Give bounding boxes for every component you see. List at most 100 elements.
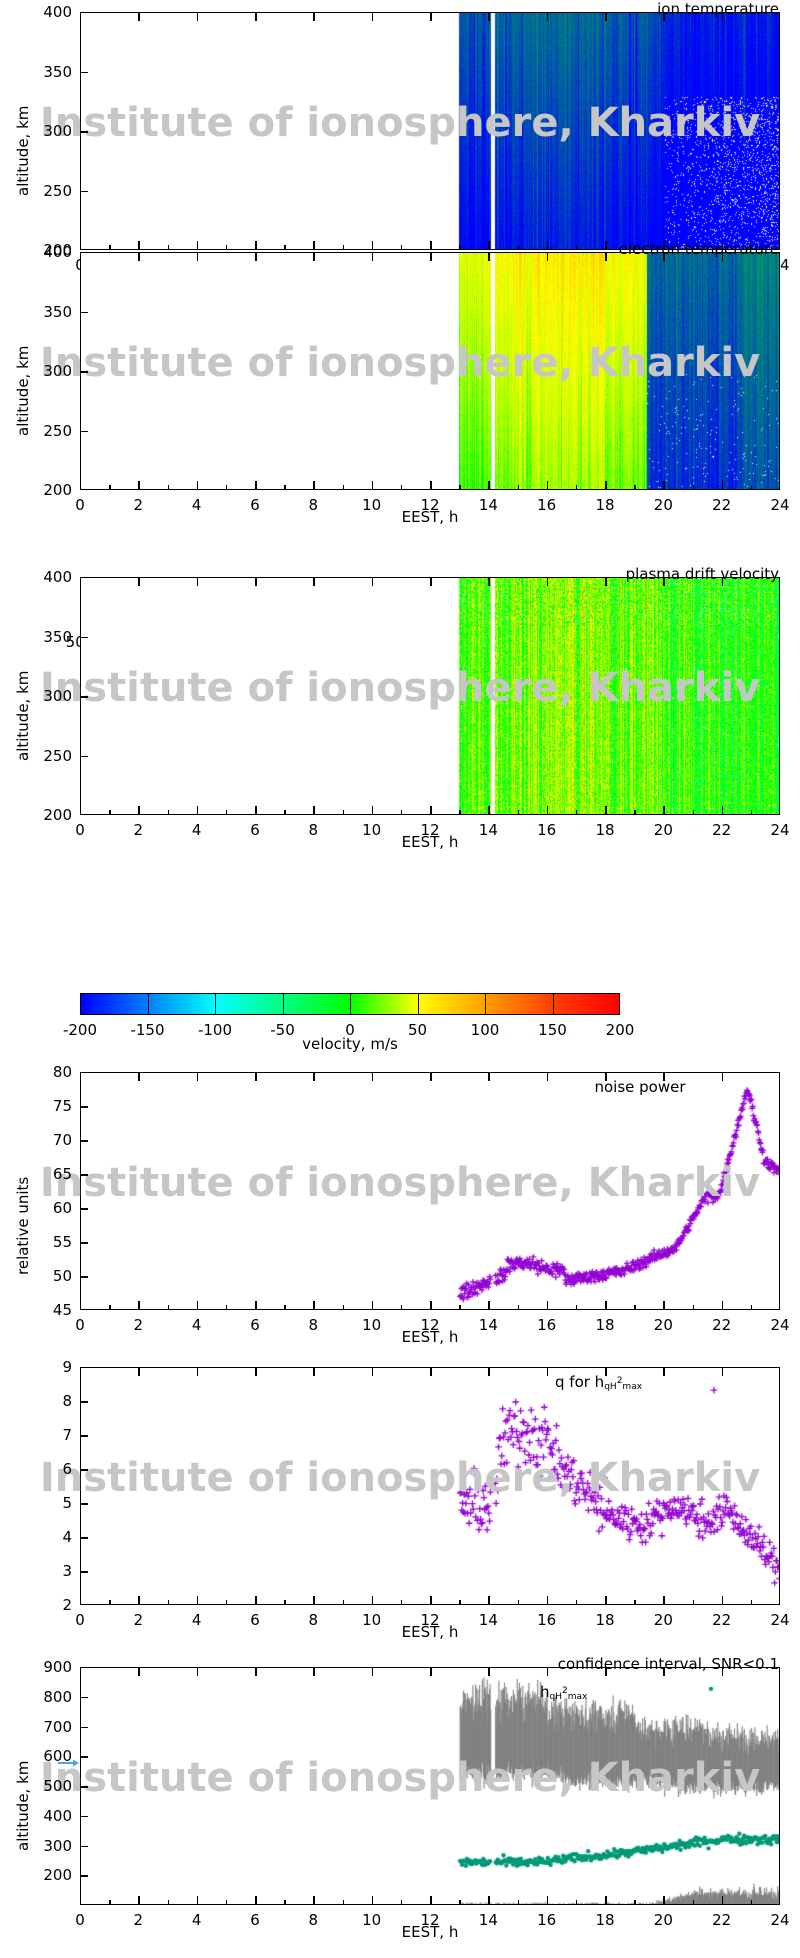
ytick-label: 300 bbox=[43, 122, 72, 140]
ytick-label: 80 bbox=[52, 1063, 72, 1081]
ytick-mark bbox=[80, 755, 88, 758]
ytick-label: 4 bbox=[62, 1528, 72, 1546]
xtick-mark bbox=[371, 481, 374, 490]
xtick-mark bbox=[430, 1301, 432, 1310]
xtick-mark-top bbox=[255, 252, 257, 261]
xtick-mark-top bbox=[371, 12, 374, 21]
xtick-mark bbox=[721, 481, 724, 490]
colorbar-tick bbox=[552, 993, 554, 1015]
xtick-mark bbox=[196, 241, 199, 250]
panel-noise-power: Institute of ionosphere, Kharkiv noise p… bbox=[0, 1060, 800, 1350]
xtick-label: 8 bbox=[308, 496, 319, 514]
xtick-mark-top bbox=[430, 252, 432, 261]
xtick-minor bbox=[109, 485, 111, 490]
xtick-minor bbox=[284, 485, 286, 490]
ytick-mark bbox=[80, 190, 88, 193]
ytick-label: 50 bbox=[52, 1267, 72, 1285]
xtick-minor bbox=[634, 1900, 636, 1905]
xtick-minor bbox=[342, 1305, 344, 1310]
xtick-minor bbox=[400, 1900, 403, 1905]
xtick-mark bbox=[313, 241, 315, 250]
colorbar-tick bbox=[485, 993, 487, 1015]
xtick-minor bbox=[109, 810, 111, 815]
xtick-mark bbox=[196, 1301, 199, 1310]
xtick-mark bbox=[546, 241, 549, 250]
xtick-label: 4 bbox=[191, 1911, 202, 1929]
plot-title-sup: 2 bbox=[616, 1376, 623, 1386]
colorbar-tick-label: -150 bbox=[130, 1021, 165, 1039]
xtick-mark bbox=[721, 806, 724, 815]
xtick-minor bbox=[167, 1600, 169, 1605]
xtick-minor bbox=[750, 485, 753, 490]
errorbar-canvas-confidence-interval bbox=[81, 1668, 779, 1904]
ytick-mark bbox=[80, 1174, 88, 1176]
xtick-label: 2 bbox=[133, 821, 144, 839]
xtick-minor bbox=[109, 245, 111, 250]
ytick-label: 200 bbox=[43, 1866, 72, 1885]
ytick-mark bbox=[80, 1242, 88, 1244]
xtick-label: 12 bbox=[420, 1911, 440, 1929]
xtick-mark-top bbox=[605, 1367, 607, 1376]
xtick-minor bbox=[225, 1600, 228, 1605]
ytick-mark bbox=[80, 636, 88, 639]
xtick-label: 4 bbox=[191, 1316, 202, 1334]
colorbar-tick bbox=[147, 993, 149, 1015]
xtick-mark-top bbox=[663, 12, 665, 21]
plot-title-text: q for h bbox=[555, 1373, 605, 1391]
xtick-minor bbox=[342, 810, 344, 815]
xtick-minor bbox=[517, 485, 519, 490]
xtick-minor bbox=[575, 245, 578, 250]
xtick-mark-top bbox=[138, 252, 140, 261]
xtick-label: 10 bbox=[362, 1911, 382, 1929]
xtick-label: 18 bbox=[595, 1911, 615, 1929]
legend-sub2: max bbox=[567, 1692, 588, 1702]
ytick-mark bbox=[80, 311, 88, 314]
xtick-minor bbox=[167, 245, 169, 250]
xtick-label: 4 bbox=[191, 496, 202, 514]
xtick-minor bbox=[167, 810, 169, 815]
ytick-label: 45 bbox=[52, 1301, 72, 1319]
xtick-minor bbox=[109, 1600, 111, 1605]
ytick-label: 6 bbox=[62, 1460, 72, 1478]
heatmap-canvas-electron-temperature bbox=[81, 253, 779, 489]
ytick-label: 300 bbox=[43, 362, 72, 380]
xtick-mark-top bbox=[488, 1072, 490, 1081]
xtick-minor bbox=[692, 1900, 694, 1905]
xtick-minor bbox=[400, 485, 403, 490]
xtick-label: 22 bbox=[712, 1611, 732, 1629]
xtick-minor bbox=[342, 1900, 344, 1905]
xtick-mark-top bbox=[196, 577, 199, 586]
xtick-label: 6 bbox=[250, 821, 260, 839]
xtick-mark-top bbox=[488, 252, 490, 261]
xtick-mark-top bbox=[663, 577, 665, 586]
ytick-label: 200 bbox=[43, 481, 72, 499]
ytick-label: 600 bbox=[43, 1747, 72, 1766]
xtick-minor bbox=[517, 1600, 519, 1605]
plot-area-q-for-hqh2max bbox=[80, 1367, 780, 1605]
xtick-mark-top bbox=[721, 1367, 724, 1376]
ylabel-noise-power: relative units bbox=[14, 1176, 32, 1275]
xtick-label: 16 bbox=[537, 1611, 557, 1629]
xtick-label: 22 bbox=[712, 1316, 732, 1334]
xtick-mark-top bbox=[196, 1667, 199, 1676]
ytick-mark bbox=[80, 1401, 88, 1403]
xtick-label: 18 bbox=[595, 1316, 615, 1334]
xtick-mark-top bbox=[605, 12, 607, 21]
xtick-mark-top bbox=[546, 1072, 549, 1081]
xtick-mark bbox=[138, 1596, 140, 1605]
xtick-minor bbox=[459, 1600, 461, 1605]
xtick-mark bbox=[255, 1896, 257, 1905]
xtick-label: 18 bbox=[595, 821, 615, 839]
legend-sup: 2 bbox=[562, 1686, 568, 1696]
xtick-mark-top bbox=[663, 252, 665, 261]
xtick-mark-top bbox=[138, 1367, 140, 1376]
xtick-mark-top bbox=[663, 1367, 665, 1376]
xtick-mark-top bbox=[313, 1667, 315, 1676]
xtick-mark-top bbox=[255, 1667, 257, 1676]
xtick-label: 14 bbox=[478, 1911, 498, 1929]
xtick-minor bbox=[575, 810, 578, 815]
xtick-mark bbox=[138, 241, 140, 250]
xtick-mark bbox=[196, 1896, 199, 1905]
xtick-mark bbox=[138, 481, 140, 490]
xtick-mark-top bbox=[663, 1072, 665, 1081]
